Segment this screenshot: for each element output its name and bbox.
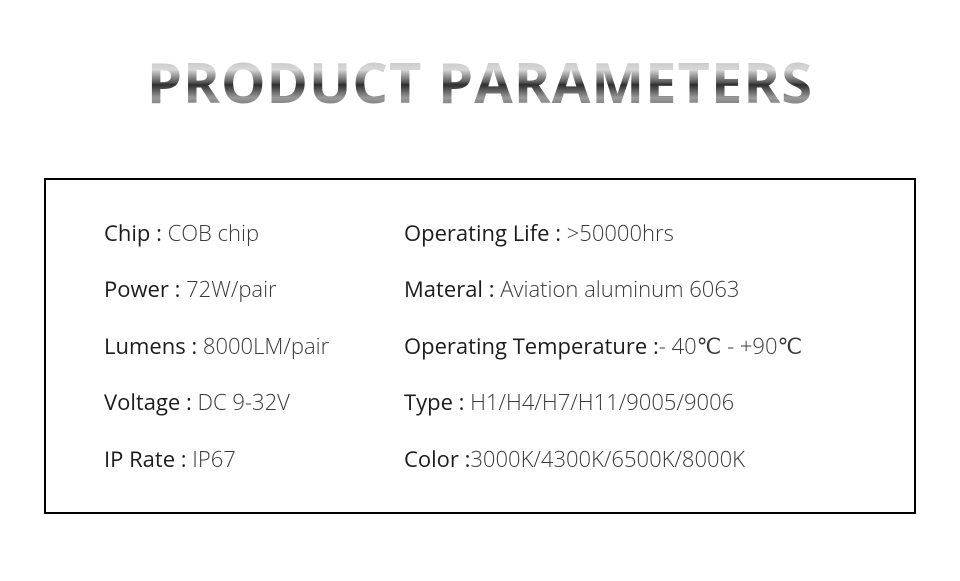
param-label: Operating Temperature : xyxy=(404,331,659,361)
param-row: Type : H1/H4/H7/H11/9005/9006 xyxy=(404,389,894,415)
param-value: 72W/pair xyxy=(180,274,276,304)
param-row: IP Rate : IP67 xyxy=(104,446,404,472)
param-value: IP67 xyxy=(187,444,236,474)
param-label: Power : xyxy=(104,274,180,304)
param-value: 8000LM/pair xyxy=(197,331,329,361)
param-row: Lumens : 8000LM/pair xyxy=(104,333,404,359)
param-label: Operating Life : xyxy=(404,218,561,248)
param-label: Voltage : xyxy=(104,387,192,417)
param-row: Operating Life : >50000hrs xyxy=(404,220,894,246)
page-title: PRODUCT PARAMETERS xyxy=(0,54,960,110)
param-value: - 40℃ - +90℃ xyxy=(659,331,803,361)
param-row: Operating Temperature :- 40℃ - +90℃ xyxy=(404,333,894,359)
parameters-column-left: Chip : COB chip Power : 72W/pair Lumens … xyxy=(104,220,404,472)
param-label: Lumens : xyxy=(104,331,197,361)
parameters-column-right: Operating Life : >50000hrs Materal : Avi… xyxy=(404,220,894,472)
param-label: Color : xyxy=(404,444,470,474)
param-value: Aviation aluminum 6063 xyxy=(494,274,739,304)
param-row: Voltage : DC 9-32V xyxy=(104,389,404,415)
param-label: Chip : xyxy=(104,218,162,248)
param-value: DC 9-32V xyxy=(192,387,290,417)
param-label: Type : xyxy=(404,387,464,417)
param-label: Materal : xyxy=(404,274,494,304)
param-row: Power : 72W/pair xyxy=(104,276,404,302)
page: PRODUCT PARAMETERS Chip : COB chip Power… xyxy=(0,0,960,581)
param-label: IP Rate : xyxy=(104,444,187,474)
param-row: Color :3000K/4300K/6500K/8000K xyxy=(404,446,894,472)
param-row: Materal : Aviation aluminum 6063 xyxy=(404,276,894,302)
param-row: Chip : COB chip xyxy=(104,220,404,246)
parameters-box: Chip : COB chip Power : 72W/pair Lumens … xyxy=(44,178,916,514)
param-value: 3000K/4300K/6500K/8000K xyxy=(470,444,745,474)
param-value: H1/H4/H7/H11/9005/9006 xyxy=(464,387,734,417)
param-value: COB chip xyxy=(162,218,259,248)
param-value: >50000hrs xyxy=(561,218,674,248)
